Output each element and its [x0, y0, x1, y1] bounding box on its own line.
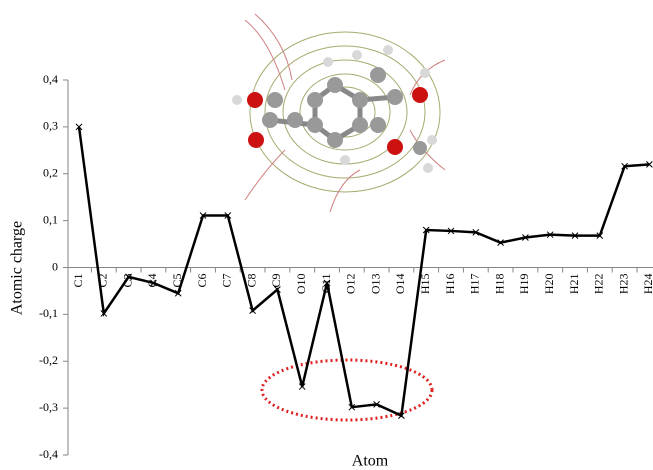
x-tick-label: H20 — [542, 274, 556, 295]
x-tick-label: C6 — [195, 274, 209, 288]
y-tick-label: 0 — [52, 259, 58, 273]
molecule-inset — [232, 12, 447, 213]
y-tick-label: -0,2 — [39, 353, 58, 367]
x-tick-label: C1 — [71, 274, 85, 288]
x-tick-label: O10 — [294, 274, 308, 295]
x-tick-label: H23 — [616, 274, 630, 295]
y-tick-label: 0,2 — [43, 166, 58, 180]
x-tick-label: C9 — [269, 274, 283, 288]
x-tick-label: H21 — [567, 274, 581, 295]
y-tick-label: -0,4 — [39, 447, 58, 461]
y-tick-label: -0,1 — [39, 306, 58, 320]
x-axis-title: Atom — [352, 453, 389, 470]
x-tick-label: H16 — [443, 274, 457, 295]
x-tick-label: C7 — [220, 274, 234, 288]
y-axis-title: Atomic charge — [9, 221, 26, 315]
chart: Atom Atomic charge -0,4 -0,3 -0,2 -0,1 0 0,1 0… — [0, 0, 653, 470]
x-tick-label: H22 — [592, 274, 606, 295]
y-tick-label: 0,3 — [43, 119, 58, 133]
y-tick-label: -0,3 — [39, 400, 58, 414]
x-tick-label: H18 — [492, 273, 506, 294]
x-tick-label: O12 — [344, 274, 358, 295]
y-tick-label: 0,4 — [43, 72, 58, 86]
y-tick-label: 0,1 — [43, 212, 58, 226]
x-tick-label: H19 — [517, 274, 531, 295]
x-tick-label: O13 — [368, 274, 382, 295]
x-tick-label: H24 — [641, 274, 653, 295]
x-tick-label: H17 — [468, 274, 482, 295]
x-tick-label: O14 — [393, 274, 407, 295]
